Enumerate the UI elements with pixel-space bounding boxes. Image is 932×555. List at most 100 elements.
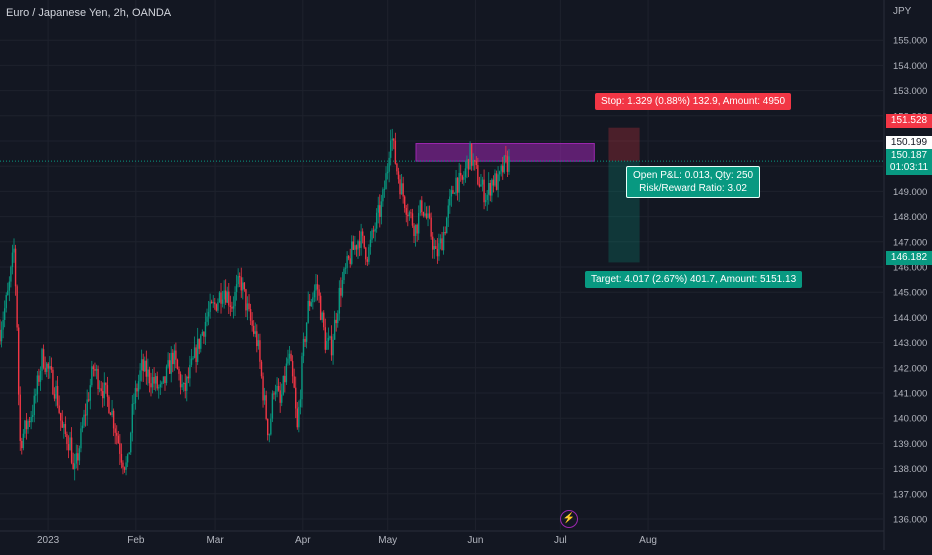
candle-body xyxy=(2,320,4,330)
candle-body xyxy=(279,390,281,403)
candle-body xyxy=(239,276,241,278)
candle-body xyxy=(161,382,163,385)
target-label[interactable]: Target: 4.017 (2.67%) 401.7, Amount: 515… xyxy=(585,271,803,288)
time-tick-label: Jun xyxy=(467,535,483,546)
candle-body xyxy=(86,399,88,416)
candle-body xyxy=(288,353,291,359)
candle-body xyxy=(276,385,278,392)
price-tick-label: 154.000 xyxy=(893,61,927,72)
lightning-icon[interactable]: ⚡ xyxy=(560,510,578,528)
symbol-title[interactable]: Euro / Japanese Yen, 2h, OANDA xyxy=(6,7,172,19)
candle-body xyxy=(228,291,230,306)
candle-body xyxy=(358,241,361,248)
candle-body xyxy=(310,302,312,307)
candle-body xyxy=(495,173,498,190)
candle-body xyxy=(363,235,365,248)
candle-body xyxy=(84,414,87,416)
candle-body xyxy=(274,391,277,395)
candle-body xyxy=(483,179,485,203)
candle-body xyxy=(477,165,479,185)
candle-body xyxy=(28,421,31,423)
grid-lines xyxy=(0,0,883,530)
candle-body xyxy=(427,213,429,218)
candle-body xyxy=(108,396,110,413)
candle-body xyxy=(123,467,126,470)
candle-body xyxy=(414,224,417,236)
candle-body xyxy=(144,360,146,372)
candle-body xyxy=(212,302,214,304)
candle-body xyxy=(243,282,246,290)
candle-body xyxy=(125,462,127,470)
candle-body xyxy=(254,331,256,334)
candle-body xyxy=(466,159,468,169)
candle-body xyxy=(151,377,154,388)
candle-body xyxy=(53,394,56,399)
price-tick-label: 136.000 xyxy=(893,515,927,526)
candle-body xyxy=(470,143,473,166)
candle-body xyxy=(19,394,21,441)
candle-body xyxy=(80,428,82,449)
candle-body xyxy=(354,245,356,250)
position-risk-area[interactable] xyxy=(608,127,640,162)
candle-body xyxy=(30,416,32,423)
candle-body xyxy=(21,440,23,449)
price-tick-label: 138.000 xyxy=(893,464,927,475)
candle-body xyxy=(126,454,129,463)
candle-body xyxy=(237,276,239,285)
candle-body xyxy=(260,361,263,377)
candle-body xyxy=(74,463,76,470)
candle-body xyxy=(190,358,193,365)
candle-body xyxy=(263,395,266,401)
candle-body xyxy=(179,373,182,388)
candle-body xyxy=(78,448,81,461)
candle-body xyxy=(164,376,166,384)
price-tick-label: 149.000 xyxy=(893,187,927,198)
candle-body xyxy=(116,432,118,436)
candle-body xyxy=(277,385,280,391)
candle-body xyxy=(242,282,244,291)
candle-body xyxy=(508,156,510,172)
candle-body xyxy=(14,248,17,287)
candle-body xyxy=(436,248,439,257)
candle-body xyxy=(424,213,426,216)
candle-body xyxy=(217,302,219,311)
candle-body xyxy=(422,212,425,216)
candle-body xyxy=(168,360,171,374)
candle-body xyxy=(413,225,415,236)
time-tick-label: 2023 xyxy=(37,535,60,546)
candle-body xyxy=(224,290,227,303)
candle-body xyxy=(134,388,137,404)
candle-body xyxy=(488,182,490,195)
candle-body xyxy=(97,368,99,389)
candle-body xyxy=(103,382,105,399)
candle-body xyxy=(220,292,222,304)
candle-body xyxy=(344,267,347,269)
candle-body xyxy=(287,358,289,364)
candle-body xyxy=(206,316,208,322)
candle-body xyxy=(201,332,204,336)
candle-body xyxy=(474,160,476,162)
candle-body xyxy=(352,241,355,250)
candle-body xyxy=(453,193,456,195)
pnl-label[interactable]: Open P&L: 0.013, Qty: 250 Risk/Reward Ra… xyxy=(626,166,761,198)
candle-body xyxy=(75,453,77,464)
stop-label[interactable]: Stop: 1.329 (0.88%) 132.9, Amount: 4950 xyxy=(595,93,792,110)
candle-body xyxy=(368,247,370,262)
candle-body xyxy=(114,428,116,433)
candle-body xyxy=(38,375,40,382)
candle-body xyxy=(94,369,96,371)
candle-body xyxy=(137,381,140,392)
candle-body xyxy=(396,163,398,172)
candle-body xyxy=(49,366,51,369)
candle-body xyxy=(69,437,71,451)
candle-body xyxy=(91,366,93,386)
supply-zone[interactable] xyxy=(415,143,595,162)
candle-body xyxy=(67,444,70,451)
candle-body xyxy=(291,361,294,377)
candle-body xyxy=(271,393,274,419)
candle-body xyxy=(55,386,57,399)
candle-body xyxy=(221,299,224,304)
candle-body xyxy=(0,330,1,342)
